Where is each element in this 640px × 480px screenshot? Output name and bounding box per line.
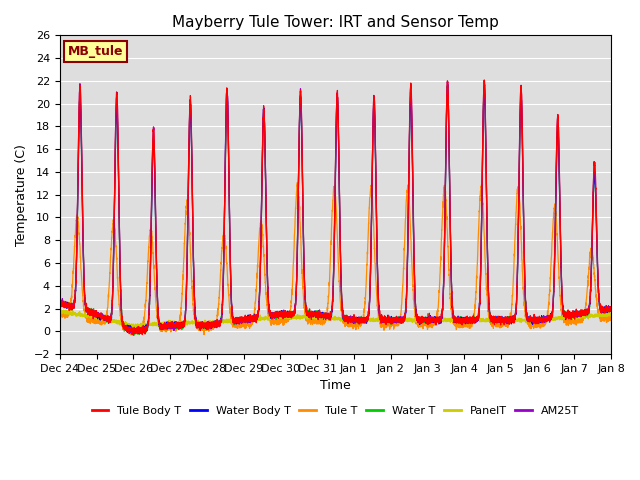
- Water Body T: [607, 307, 614, 313]
- Line: PanelT: PanelT: [60, 310, 611, 328]
- AM25T: [607, 306, 615, 312]
- Tule T: [460, 322, 467, 327]
- Tule T: [429, 324, 436, 329]
- Water Body T: [56, 300, 63, 306]
- Tule T: [607, 316, 614, 322]
- AM25T: [315, 311, 323, 317]
- Tule T: [490, 321, 498, 327]
- Tule Body T: [56, 299, 63, 305]
- Water Body T: [490, 319, 498, 325]
- Tule Body T: [607, 306, 615, 312]
- Water T: [155, 318, 163, 324]
- PanelT: [460, 317, 467, 323]
- AM25T: [131, 331, 138, 336]
- PanelT: [156, 320, 163, 325]
- Water Body T: [444, 81, 452, 87]
- Water T: [460, 316, 467, 322]
- Line: Water T: Water T: [60, 85, 611, 336]
- Tule T: [294, 180, 301, 185]
- Y-axis label: Temperature (C): Temperature (C): [15, 144, 28, 246]
- AM25T: [56, 300, 63, 305]
- Tule T: [127, 332, 135, 338]
- Tule T: [56, 309, 63, 314]
- Tule Body T: [459, 316, 467, 322]
- AM25T: [155, 321, 163, 326]
- Legend: Tule Body T, Water Body T, Tule T, Water T, PanelT, AM25T: Tule Body T, Water Body T, Tule T, Water…: [87, 401, 584, 420]
- PanelT: [607, 310, 614, 316]
- Line: Tule T: Tule T: [60, 182, 611, 335]
- PanelT: [56, 308, 63, 314]
- PanelT: [607, 312, 615, 318]
- Line: Water Body T: Water Body T: [60, 84, 611, 334]
- Water Body T: [129, 331, 137, 336]
- Title: Mayberry Tule Tower: IRT and Sensor Temp: Mayberry Tule Tower: IRT and Sensor Temp: [172, 15, 499, 30]
- X-axis label: Time: Time: [320, 379, 351, 392]
- Tule Body T: [607, 304, 614, 310]
- AM25T: [459, 319, 467, 324]
- Tule T: [155, 322, 163, 328]
- Tule Body T: [129, 332, 137, 338]
- Water T: [607, 307, 614, 312]
- PanelT: [315, 315, 323, 321]
- Water Body T: [429, 316, 436, 322]
- AM25T: [481, 77, 488, 83]
- Water T: [56, 299, 63, 304]
- PanelT: [62, 307, 70, 313]
- Water Body T: [607, 307, 615, 312]
- Tule Body T: [429, 318, 436, 324]
- Text: MB_tule: MB_tule: [68, 45, 124, 58]
- Tule T: [607, 317, 615, 323]
- Water Body T: [460, 317, 467, 323]
- PanelT: [429, 317, 436, 323]
- Water T: [315, 310, 323, 315]
- Tule Body T: [315, 310, 323, 316]
- Water T: [490, 316, 498, 322]
- AM25T: [490, 317, 498, 323]
- Line: Tule Body T: Tule Body T: [60, 80, 611, 335]
- Water T: [130, 333, 138, 338]
- Tule Body T: [490, 322, 498, 327]
- Tule Body T: [155, 320, 163, 326]
- AM25T: [429, 319, 436, 324]
- Water Body T: [315, 308, 323, 313]
- Tule Body T: [481, 77, 488, 83]
- Water T: [429, 318, 436, 324]
- Line: AM25T: AM25T: [60, 80, 611, 334]
- AM25T: [607, 305, 614, 311]
- PanelT: [490, 318, 498, 324]
- Water Body T: [155, 322, 163, 327]
- Water T: [607, 306, 615, 312]
- Tule T: [315, 319, 323, 324]
- Water T: [444, 82, 451, 88]
- PanelT: [134, 325, 142, 331]
